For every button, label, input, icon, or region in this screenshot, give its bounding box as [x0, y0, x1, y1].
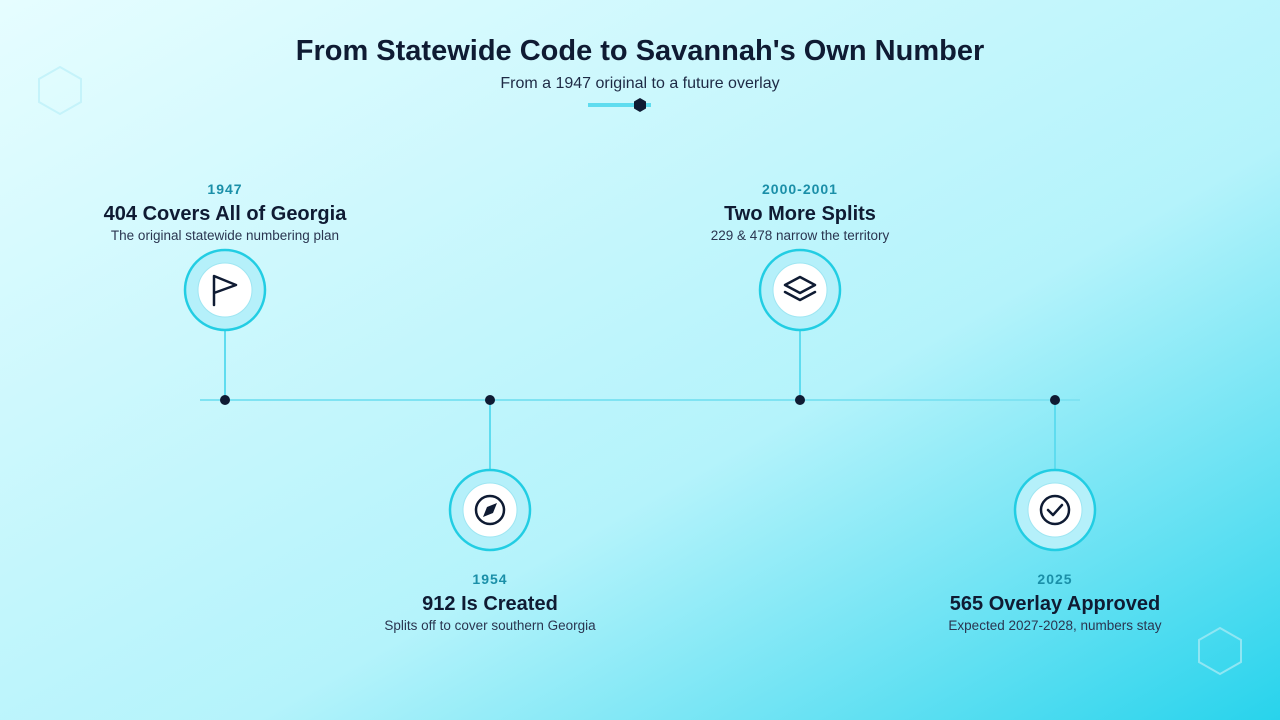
event-description: Expected 2027-2028, numbers stay — [948, 618, 1161, 633]
timeline-dot — [485, 395, 495, 405]
event: 2025 565 Overlay Approved Expected 2027-… — [948, 395, 1162, 633]
event-year: 2025 — [1037, 571, 1072, 587]
underline-hexagon — [634, 98, 646, 112]
timeline-dot — [220, 395, 230, 405]
icon-bg — [1027, 482, 1083, 538]
title: From Statewide Code to Savannah's Own Nu… — [296, 35, 985, 67]
decor-hexagon — [1198, 626, 1242, 676]
event: 1947 404 Covers All of Georgia The origi… — [104, 181, 348, 405]
timeline-dot — [795, 395, 805, 405]
subtitle: From a 1947 original to a future overlay — [500, 75, 779, 92]
timeline-dot — [1050, 395, 1060, 405]
check-mark — [1046, 503, 1064, 517]
layers-icon — [783, 275, 817, 302]
event-year: 1954 — [472, 571, 507, 587]
event-title: Two More Splits — [724, 203, 876, 225]
flag-icon — [212, 274, 238, 307]
compass-icon — [474, 494, 506, 526]
event-description: The original statewide numbering plan — [111, 228, 339, 243]
event: 2000-2001 Two More Splits 229 & 478 narr… — [711, 181, 890, 405]
icon-bg — [772, 262, 828, 318]
event-description: 229 & 478 narrow the territory — [711, 228, 890, 243]
compass-needle — [483, 503, 497, 517]
event-title: 565 Overlay Approved — [950, 593, 1160, 615]
event-year: 1947 — [207, 181, 242, 197]
event-year: 2000-2001 — [762, 181, 838, 197]
event: 1954 912 Is Created Splits off to cover … — [384, 395, 596, 633]
check-icon — [1039, 494, 1071, 526]
event-title: 912 Is Created — [422, 593, 558, 615]
decor-hexagon — [38, 65, 82, 116]
event-description: Splits off to cover southern Georgia — [384, 618, 596, 633]
event-title: 404 Covers All of Georgia — [104, 203, 348, 225]
